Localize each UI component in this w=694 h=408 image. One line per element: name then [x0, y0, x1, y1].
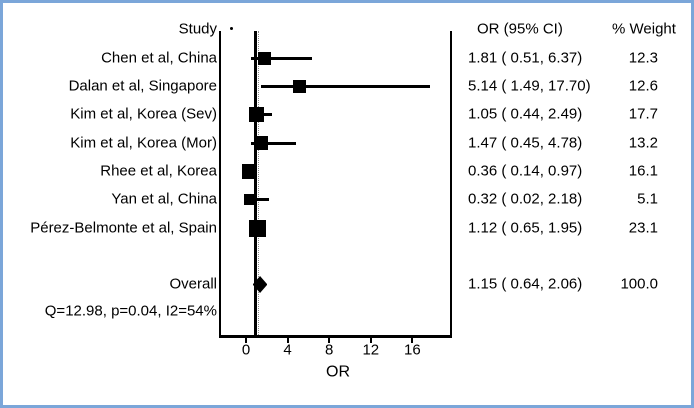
x-tick — [369, 338, 372, 343]
plot-right-border — [450, 31, 452, 336]
null-line — [254, 31, 257, 335]
x-tick — [245, 338, 247, 343]
study-label: Pérez-Belmonte et al, Spain — [30, 219, 217, 237]
overall-diamond — [252, 276, 268, 293]
x-axis-title: OR — [326, 363, 350, 381]
ci-line — [246, 198, 269, 201]
plot-left-border — [219, 31, 221, 336]
ci-line — [251, 57, 313, 60]
x-tick-label: 4 — [283, 341, 292, 359]
heterogeneity-note: Q=12.98, p=0.04, I2=54% — [44, 302, 217, 320]
weight-value: 5.1 — [637, 190, 658, 208]
study-label: Kim et al, Korea (Mor) — [70, 134, 217, 152]
ci-line — [250, 142, 296, 145]
or-ci-column-header: OR (95% CI) — [477, 20, 563, 38]
or-ci-value: 1.47 ( 0.45, 4.78) — [468, 134, 583, 152]
study-label: Chen et al, China — [101, 49, 217, 67]
x-tick-label: 16 — [404, 341, 421, 359]
overall-or-ci-value: 1.15 ( 0.64, 2.06) — [468, 275, 583, 293]
stray-dot — [230, 27, 233, 30]
or-ci-value: 0.32 ( 0.02, 2.18) — [468, 190, 583, 208]
effect-square — [249, 106, 265, 122]
weight-value: 17.7 — [628, 105, 658, 123]
x-axis-line — [219, 335, 452, 338]
or-ci-value: 1.12 ( 0.65, 1.95) — [468, 219, 583, 237]
or-ci-value: 5.14 ( 1.49, 17.70) — [468, 77, 591, 95]
study-column-header: Study — [178, 20, 217, 38]
weight-value: 12.3 — [628, 49, 658, 67]
overall-weight-value: 100.0 — [620, 275, 658, 293]
effect-square — [258, 51, 272, 65]
weight-value: 16.1 — [628, 162, 658, 180]
or-ci-value: 1.05 ( 0.44, 2.49) — [468, 105, 583, 123]
x-tick-label: 0 — [241, 341, 251, 359]
x-tick — [328, 338, 331, 343]
effect-square — [292, 79, 306, 93]
weight-value: 23.1 — [628, 219, 658, 237]
ci-line — [261, 85, 431, 88]
x-tick — [286, 338, 289, 343]
x-tick — [411, 338, 414, 343]
effect-square — [242, 163, 258, 179]
overall-label: Overall — [169, 275, 217, 293]
weight-value: 12.6 — [628, 77, 658, 95]
effect-square — [243, 193, 255, 205]
effect-square — [254, 136, 269, 150]
overall-dotted-line — [258, 31, 259, 335]
weight-value: 13.2 — [628, 134, 658, 152]
or-ci-value: 0.36 ( 0.14, 0.97) — [468, 162, 583, 180]
study-label: Dalan et al, Singapore — [68, 77, 217, 95]
study-label: Rhee et al, Korea — [100, 162, 217, 180]
x-tick-label: 12 — [362, 341, 380, 359]
effect-square — [249, 219, 267, 237]
or-ci-value: 1.81 ( 0.51, 6.37) — [468, 49, 583, 67]
x-tick-label: 8 — [325, 341, 334, 359]
study-label: Yan et al, China — [111, 190, 217, 208]
weight-column-header: % Weight — [612, 20, 676, 38]
study-label: Kim et al, Korea (Sev) — [70, 105, 217, 123]
